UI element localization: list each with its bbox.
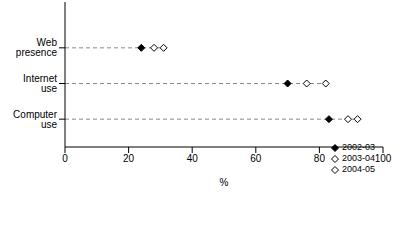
- svg-text:Computeruse: Computeruse: [13, 109, 58, 130]
- svg-text:100: 100: [375, 153, 389, 164]
- svg-text:%: %: [220, 177, 229, 188]
- svg-text:20: 20: [123, 153, 135, 164]
- svg-text:Webpresence: Webpresence: [16, 37, 58, 58]
- svg-text:0: 0: [62, 153, 68, 164]
- svg-text:60: 60: [250, 153, 262, 164]
- html-text:2002-03: 2002-03: [342, 142, 375, 152]
- svg-text:Internetuse: Internetuse: [23, 73, 57, 94]
- svg-text:40: 40: [187, 153, 199, 164]
- html-text:2003-04: 2003-04: [342, 153, 375, 163]
- html-text:2004-05: 2004-05: [342, 164, 375, 174]
- svg-text:80: 80: [314, 153, 326, 164]
